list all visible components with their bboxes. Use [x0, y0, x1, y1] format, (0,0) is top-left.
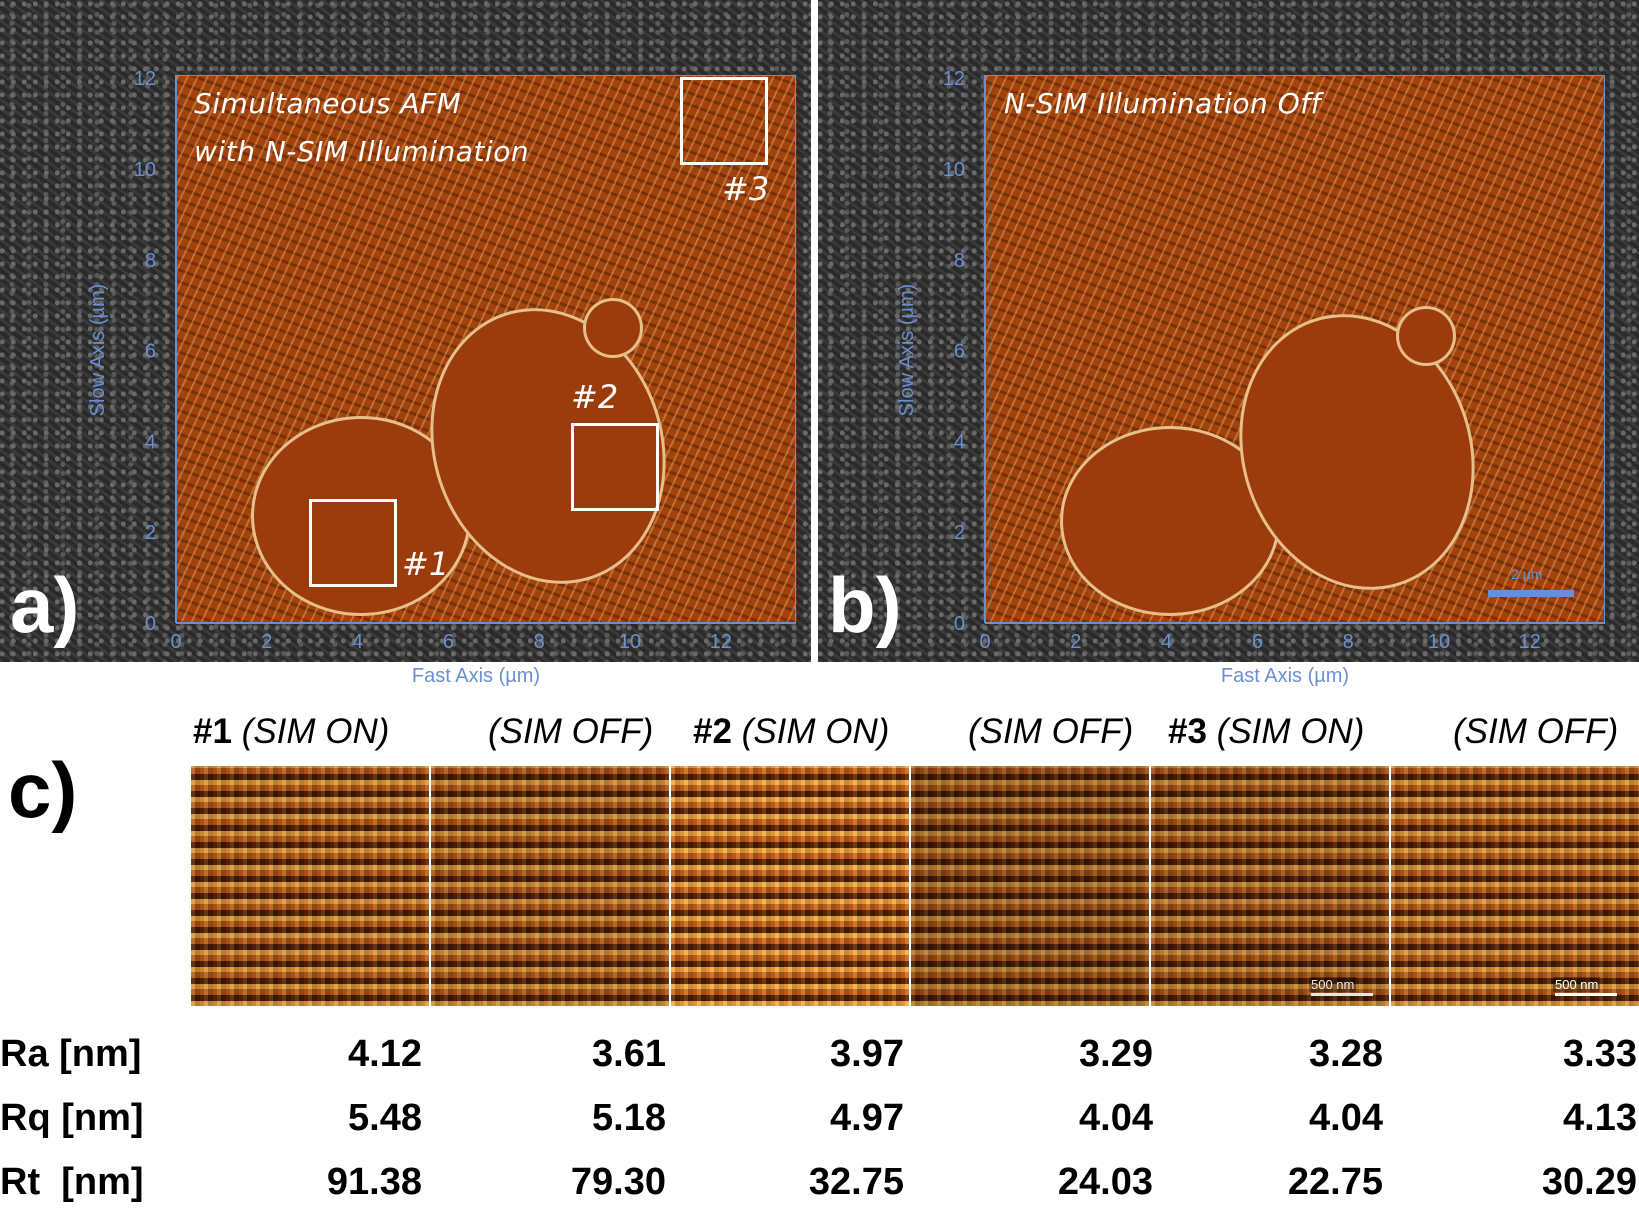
panel-letter-c: c) — [8, 746, 78, 834]
roi-tile: 500 nm — [1391, 766, 1639, 1006]
table-cell: 30.29 — [1541, 1161, 1637, 1203]
table-cell: 3.97 — [830, 1033, 904, 1075]
roi-box-3 — [680, 77, 768, 165]
table-cell: 79.30 — [570, 1161, 666, 1203]
roi-box-1 — [309, 499, 397, 587]
column-header-mode: (SIM OFF) — [968, 712, 1134, 751]
column-header: (SIM OFF) — [968, 712, 1133, 752]
table-cell: 3.29 — [1079, 1033, 1153, 1075]
column-header-roi: #2 — [693, 712, 732, 751]
column-header-mode: (SIM ON) — [241, 712, 390, 751]
panel-a-title-line2: with N-SIM Illumination — [194, 135, 530, 168]
panel-letter-b: b) — [828, 561, 902, 649]
table-cell: 4.04 — [1079, 1097, 1153, 1139]
table-cell: 32.75 — [808, 1161, 904, 1203]
cell-region — [583, 298, 643, 358]
roi-label-3: #3 — [722, 170, 770, 208]
table-cell: 4.04 — [1309, 1097, 1383, 1139]
axes-b — [984, 75, 1605, 624]
roi-tile — [431, 766, 669, 1006]
table-cell: 4.12 — [348, 1033, 422, 1075]
column-header: #1 (SIM ON) — [193, 712, 389, 752]
axes-a — [175, 75, 796, 624]
column-header-roi: #3 — [1168, 712, 1207, 751]
tile-scalebar — [1555, 993, 1617, 996]
panel-letter-a: a) — [10, 561, 80, 649]
cell-region — [1396, 306, 1456, 366]
x-axis-title: Fast Axis (µm) — [1221, 665, 1349, 687]
panel-b: N-SIM Illumination Off 2 µm b) — [818, 0, 1639, 662]
column-header: #2 (SIM ON) — [693, 712, 889, 752]
tile-scale-label: 500 nm — [1309, 977, 1357, 992]
panel-a-title-line1: Simultaneous AFM — [194, 87, 462, 120]
table-cell: 4.13 — [1563, 1097, 1637, 1139]
panel-b-title: N-SIM Illumination Off — [1004, 87, 1321, 120]
roi-tile — [911, 766, 1149, 1006]
scalebar-label: 2 µm — [1511, 566, 1543, 582]
column-header: (SIM OFF) — [488, 712, 653, 752]
column-header: #3 (SIM ON) — [1168, 712, 1364, 752]
roi-tile — [671, 766, 909, 1006]
table-cell: 5.48 — [348, 1097, 422, 1139]
table-cell: 3.28 — [1309, 1033, 1383, 1075]
table-row-label: Ra [nm] — [0, 1033, 142, 1075]
roi-box-2 — [571, 423, 659, 511]
scalebar — [1488, 590, 1574, 597]
table-cell: 3.61 — [592, 1033, 666, 1075]
roi-label-2: #2 — [571, 378, 619, 416]
afm-image-sim-on — [176, 75, 796, 623]
column-header: (SIM OFF) — [1453, 712, 1618, 752]
column-header-mode: (SIM ON) — [741, 712, 890, 751]
column-header-mode: (SIM OFF) — [1453, 712, 1619, 751]
tile-scalebar — [1311, 993, 1373, 996]
roi-tile: 500 nm — [1151, 766, 1389, 1006]
table-cell: 24.03 — [1057, 1161, 1153, 1203]
panel-gap — [811, 0, 818, 662]
panel-a: Simultaneous AFM with N-SIM Illumination… — [0, 0, 811, 662]
table-row-label: Rq [nm] — [0, 1097, 144, 1139]
table-cell: 5.18 — [592, 1097, 666, 1139]
tile-scale-label: 500 nm — [1553, 977, 1601, 992]
roi-tile-strip: 500 nm 500 nm — [191, 766, 1639, 1006]
roi-tile — [191, 766, 429, 1006]
afm-image-sim-off — [985, 75, 1605, 623]
table-cell: 91.38 — [326, 1161, 422, 1203]
table-cell: 4.97 — [830, 1097, 904, 1139]
x-axis-title: Fast Axis (µm) — [412, 665, 540, 687]
column-header-mode: (SIM ON) — [1216, 712, 1365, 751]
column-header-roi: #1 — [193, 712, 232, 751]
table-cell: 22.75 — [1287, 1161, 1383, 1203]
column-header-mode: (SIM OFF) — [488, 712, 654, 751]
roi-label-1: #1 — [402, 545, 450, 583]
table-cell: 3.33 — [1563, 1033, 1637, 1075]
table-row-label: Rt [nm] — [0, 1161, 144, 1203]
